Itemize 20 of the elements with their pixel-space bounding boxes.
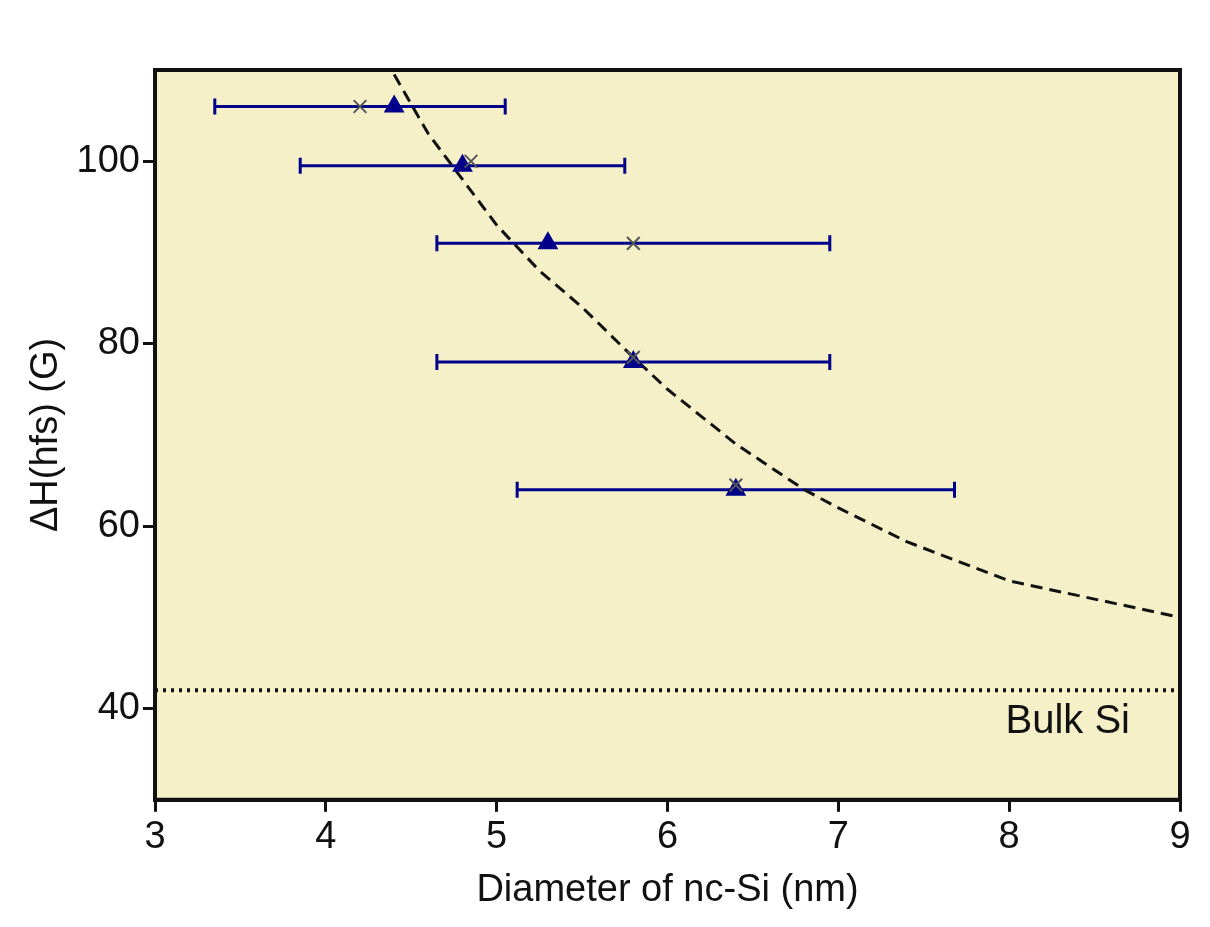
point xyxy=(463,153,479,169)
point xyxy=(352,99,368,114)
x-axis-title: Diameter of nc-Si (nm) xyxy=(476,866,859,909)
x-tick-label: 4 xyxy=(315,814,337,857)
point xyxy=(625,235,641,251)
x-tick-label: 3 xyxy=(144,814,166,857)
x-tick-label: 8 xyxy=(998,814,1020,857)
y-tick-label: 80 xyxy=(97,320,140,363)
point xyxy=(452,154,473,172)
x-tick-label: 7 xyxy=(827,814,849,857)
ref-line-label: Bulk Si xyxy=(1005,697,1130,742)
y-axis-title: ΔH(hfs) (G) xyxy=(23,337,66,533)
x-tick-label: 6 xyxy=(656,814,679,857)
x-tick-label: 9 xyxy=(1169,814,1191,857)
point xyxy=(538,232,558,250)
x-tick-label: 5 xyxy=(486,814,508,857)
point xyxy=(384,95,404,113)
y-tick-label: 40 xyxy=(97,685,140,728)
y-tick-label: 60 xyxy=(97,502,140,545)
y-tick-label: 100 xyxy=(76,137,140,180)
